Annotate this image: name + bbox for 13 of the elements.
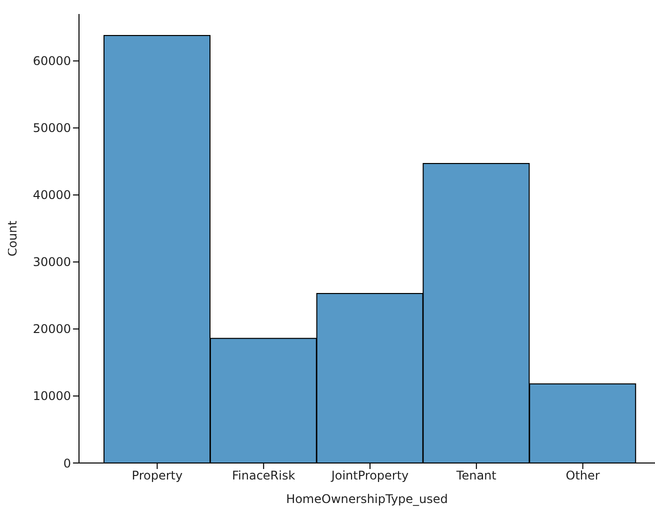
x-tick-label: Tenant — [455, 468, 497, 483]
x-tick-label: Property — [132, 468, 183, 483]
x-tick-label: FinaceRisk — [232, 468, 296, 483]
y-tick-label: 40000 — [32, 188, 71, 202]
y-tick-label: 20000 — [32, 322, 71, 336]
x-tick-label: Other — [566, 468, 600, 483]
x-tick-label: JointProperty — [330, 468, 409, 483]
y-tick-label: 50000 — [32, 121, 71, 136]
y-tick-label: 30000 — [32, 255, 71, 270]
x-axis-title: HomeOwnershipType_used — [286, 492, 448, 506]
y-tick-label: 0 — [63, 456, 71, 470]
y-tick-label: 10000 — [32, 389, 71, 404]
y-tick-label: 60000 — [32, 54, 71, 68]
